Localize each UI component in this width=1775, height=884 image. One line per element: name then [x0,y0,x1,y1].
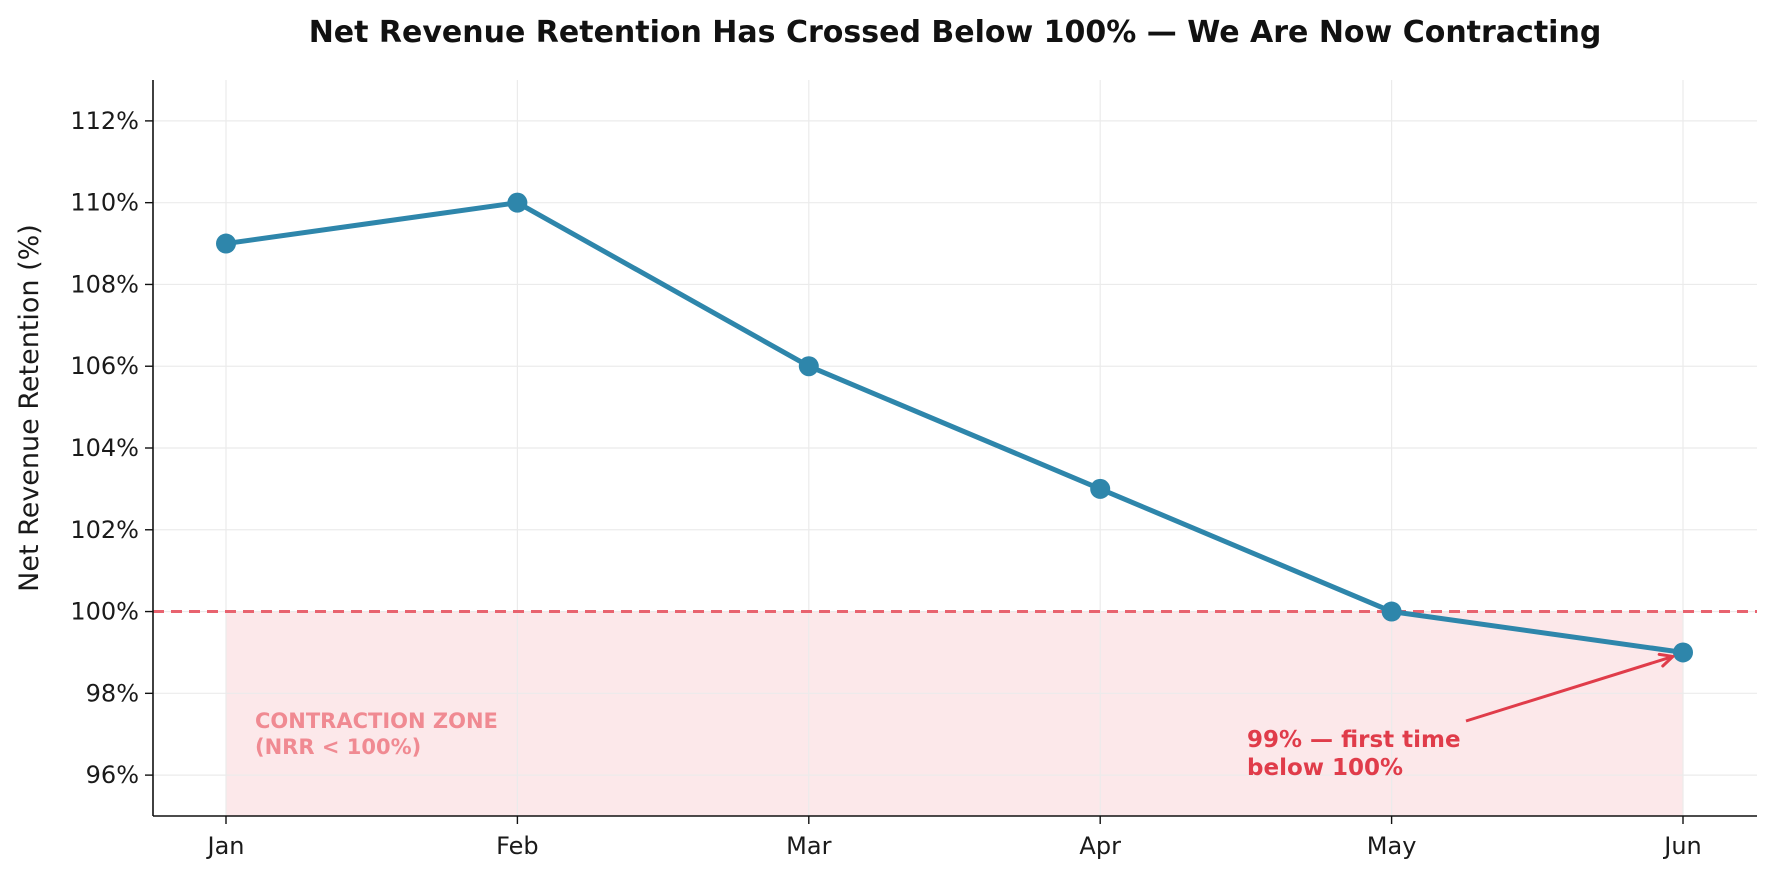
x-tick-label: Feb [496,832,539,860]
contraction-zone-fill [226,611,1683,816]
chart-title: Net Revenue Retention Has Crossed Below … [309,15,1602,50]
x-tick-label: Jan [206,832,245,860]
x-tick-label: May [1367,832,1417,860]
annotation-arrow-shaft [1465,655,1674,723]
y-tick-label: 96% [86,761,139,789]
annotation-arrow-head [1657,652,1675,668]
y-axis-title: Net Revenue Retention (%) [14,224,45,592]
grid-lines [153,80,1757,816]
y-tick-label: 106% [70,352,139,380]
x-axis-ticks: Jan Feb Mar Apr May Jun [206,816,1702,860]
contraction-zone-label: CONTRACTION ZONE(NRR < 100%) [255,709,498,759]
contraction-zone [226,611,1683,816]
data-point [1090,478,1111,499]
series-line [223,200,1686,655]
y-tick-label: 108% [70,270,139,298]
y-axis-ticks: 96% 98% 100% 102% 104% 106% 108% 110% 112% [70,107,153,789]
data-point [507,192,528,213]
data-point [1673,642,1693,663]
y-tick-label: 98% [86,679,139,707]
data-point [798,356,819,377]
annotation-label-line: 99% — first time [1247,727,1461,753]
x-tick-label: Mar [786,832,831,860]
x-tick-label: Jun [1662,832,1702,860]
y-tick-label: 102% [70,516,139,544]
series-layer [216,192,1693,663]
data-point [1381,601,1402,622]
zone-label-line: CONTRACTION ZONE [255,709,498,733]
zone-label-line: (NRR < 100%) [255,735,421,759]
y-tick-label: 110% [70,189,139,217]
annotation-label-line: below 100% [1247,755,1403,781]
y-tick-label: 112% [70,107,139,135]
y-tick-label: 100% [70,598,139,626]
y-tick-label: 104% [70,434,139,462]
x-tick-label: Apr [1079,832,1121,860]
data-point [216,233,236,254]
